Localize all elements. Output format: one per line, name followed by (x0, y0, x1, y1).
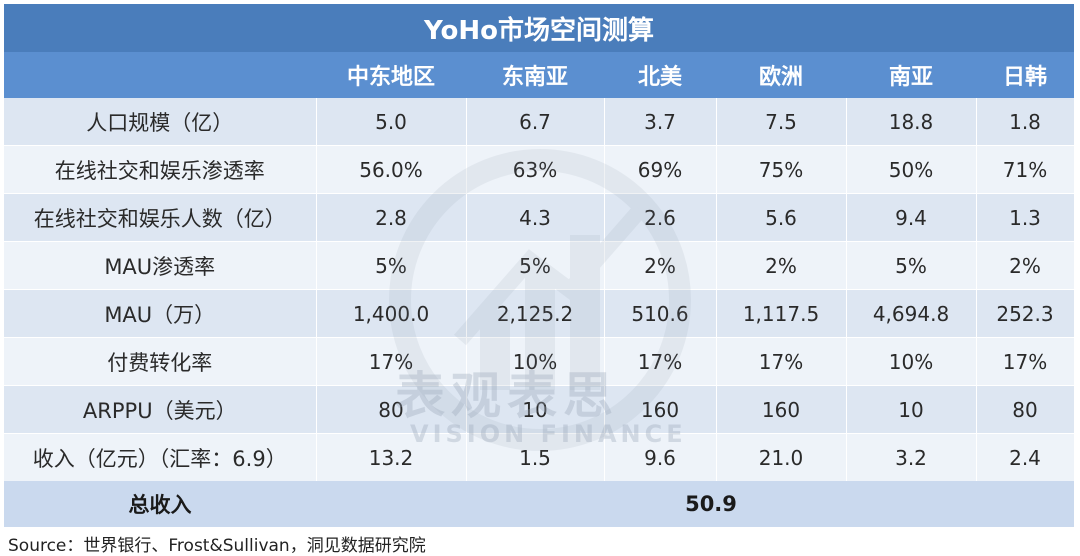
source-note: Source：世界银行、Frost&Sullivan，洞见数据研究院 (8, 536, 426, 556)
column-header: 中东地区 (346, 65, 435, 90)
table-cell: 1.8 (976, 98, 1075, 146)
table-cell: 17% (316, 337, 467, 386)
data-table: 人口规模（亿） 5.0 6.7 3.7 7.5 18.8 1.8 在线社交和娱乐渗透率 56.0… (4, 98, 1075, 482)
table-row: 人口规模（亿） 5.0 6.7 3.7 7.5 18.8 1.8 (4, 98, 1075, 146)
table-cell: 160 (716, 385, 847, 434)
column-header: 日韩 (1002, 65, 1047, 90)
table-cell: 50% (846, 145, 977, 194)
table-cell: 1,117.5 (716, 289, 847, 338)
table-cell: 5% (846, 241, 977, 290)
table-cell: 10% (846, 337, 977, 386)
total-row: 总收入 50.9 (4, 481, 1074, 527)
row-label: 人口规模（亿） (4, 98, 317, 146)
column-header: 北美 (637, 65, 682, 90)
column-header: 南亚 (888, 65, 933, 90)
table-cell: 69% (604, 145, 717, 194)
table-cell: 21.0 (716, 433, 847, 482)
table-cell: 4.3 (466, 193, 605, 242)
table-cell: 10 (846, 385, 977, 434)
row-label: ARPPU（美元） (4, 385, 317, 434)
table-cell: 252.3 (976, 289, 1075, 338)
header-corner (4, 52, 316, 98)
table-cell: 2.6 (604, 193, 717, 242)
table-cell: 6.7 (466, 98, 605, 146)
table-row: MAU（万） 1,400.0 2,125.2 510.6 1,117.5 4,694.8 2… (4, 289, 1075, 338)
table-cell: 56.0% (316, 145, 467, 194)
table-cell: 17% (716, 337, 847, 386)
total-label: 总收入 (128, 493, 192, 517)
table-row: 付费转化率 17% 10% 17% 17% 10% 17% (4, 337, 1075, 386)
table-cell: 80 (316, 385, 467, 434)
row-label: MAU（万） (4, 289, 317, 338)
table-cell: 80 (976, 385, 1075, 434)
row-label: 收入（亿元）（汇率：6.9） (4, 433, 317, 482)
table-cell: 160 (604, 385, 717, 434)
table-cell: 75% (716, 145, 847, 194)
table-row: MAU渗透率 5% 5% 2% 2% 5% 2% (4, 241, 1075, 290)
table-row: 收入（亿元）（汇率：6.9） 13.2 1.5 9.6 21.0 3.2 2.4 (4, 433, 1075, 482)
total-value: 50.9 (685, 492, 737, 516)
table-cell: 3.7 (604, 98, 717, 146)
table-cell: 2% (976, 241, 1075, 290)
column-header: 欧洲 (758, 65, 803, 90)
row-label: MAU渗透率 (4, 241, 317, 290)
column-header: 东南亚 (501, 65, 568, 90)
table-cell: 17% (604, 337, 717, 386)
table-cell: 2% (604, 241, 717, 290)
column-header-row: 中东地区 东南亚 北美 欧洲 南亚 日韩 (4, 52, 1074, 98)
table-cell: 1.5 (466, 433, 605, 482)
table-cell: 2.4 (976, 433, 1075, 482)
table-cell: 17% (976, 337, 1075, 386)
table-cell: 10% (466, 337, 605, 386)
table-row: ARPPU（美元） 80 10 160 160 10 80 (4, 385, 1075, 434)
table-cell: 10 (466, 385, 605, 434)
watermark-text: 表观表思 (395, 367, 619, 425)
table-cell: 9.4 (846, 193, 977, 242)
table-row: 在线社交和娱乐渗透率 56.0% 63% 69% 75% 50% 71% (4, 145, 1075, 194)
table-cell: 3.2 (846, 433, 977, 482)
row-label: 在线社交和娱乐人数（亿） (4, 193, 317, 242)
row-label: 付费转化率 (4, 337, 317, 386)
table-title: YoHo市场空间测算 (4, 4, 1074, 52)
table-cell: 2.8 (316, 193, 467, 242)
table-cell: 5.0 (316, 98, 467, 146)
table-cell: 1.3 (976, 193, 1075, 242)
table-cell: 2,125.2 (466, 289, 605, 338)
table-cell: 1,400.0 (316, 289, 467, 338)
table-cell: 18.8 (846, 98, 977, 146)
table-cell: 4,694.8 (846, 289, 977, 338)
watermark-subtext: VISION FINANCE (410, 420, 687, 448)
table-cell: 5% (316, 241, 467, 290)
table-cell: 7.5 (716, 98, 847, 146)
table-cell: 2% (716, 241, 847, 290)
table-cell: 5.6 (716, 193, 847, 242)
table-cell: 510.6 (604, 289, 717, 338)
table-cell: 63% (466, 145, 605, 194)
row-label: 在线社交和娱乐渗透率 (4, 145, 317, 194)
table-cell: 71% (976, 145, 1075, 194)
table-cell: 5% (466, 241, 605, 290)
table-row: 在线社交和娱乐人数（亿） 2.8 4.3 2.6 5.6 9.4 1.3 (4, 193, 1075, 242)
table-cell: 13.2 (316, 433, 467, 482)
